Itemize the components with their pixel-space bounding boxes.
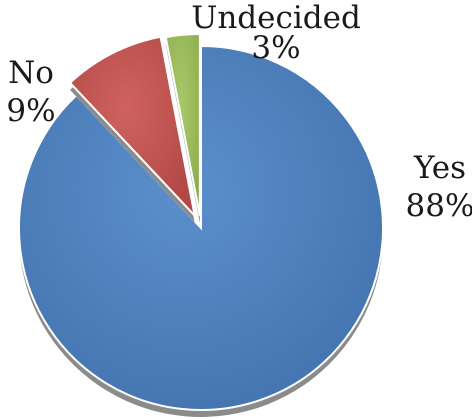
slice-value-no: 9%: [6, 93, 55, 129]
slice-value-undecided: 3%: [251, 30, 300, 66]
slice-label-undecided: Undecided: [191, 0, 361, 36]
slice-yes: [18, 44, 384, 411]
slice-no: [68, 35, 197, 219]
slice-undecided: [164, 33, 201, 217]
slice-label-no: No: [8, 55, 54, 91]
slice-value-yes: 88%: [406, 188, 472, 224]
slice-label-yes: Yes: [413, 150, 466, 186]
